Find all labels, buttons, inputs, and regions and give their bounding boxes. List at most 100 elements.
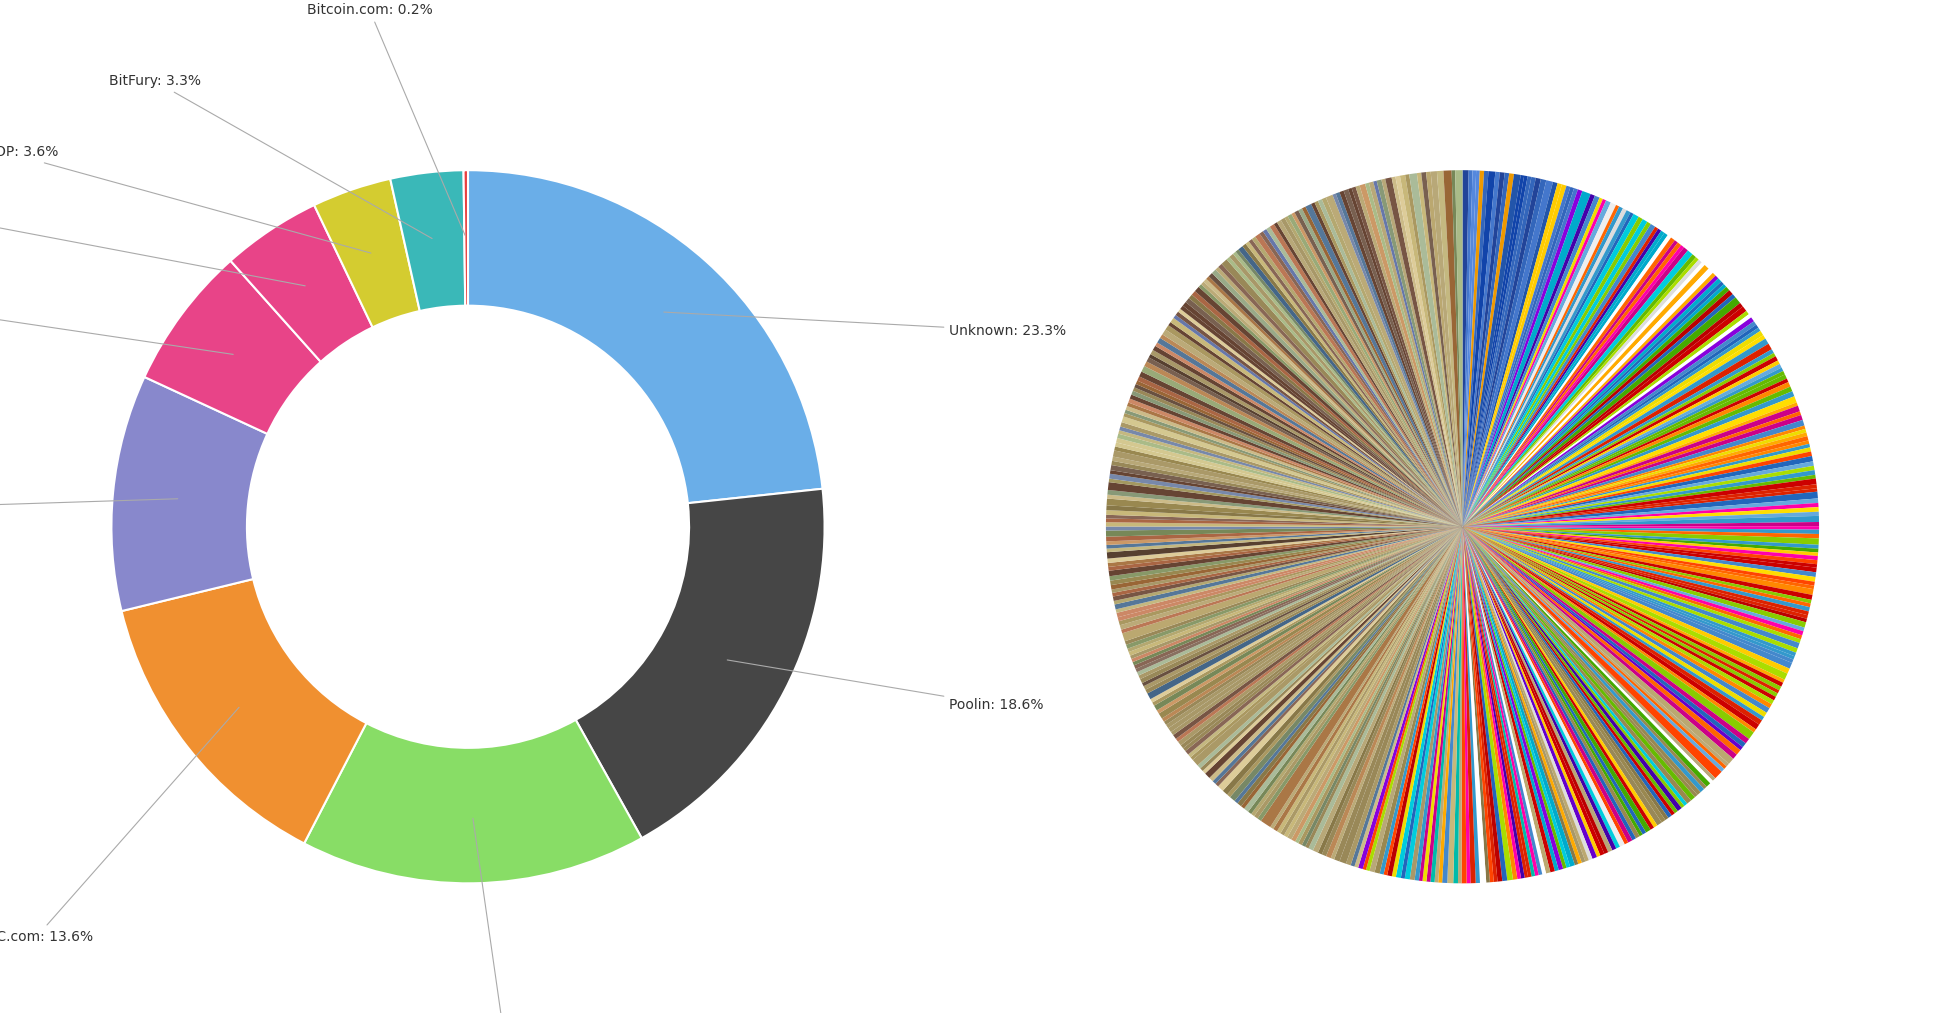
Wedge shape xyxy=(1462,189,1583,527)
Wedge shape xyxy=(1462,420,1804,527)
Wedge shape xyxy=(1369,527,1462,872)
Wedge shape xyxy=(1381,178,1462,527)
Wedge shape xyxy=(1305,527,1462,848)
Wedge shape xyxy=(1462,177,1537,527)
Wedge shape xyxy=(1418,172,1462,527)
Wedge shape xyxy=(1462,527,1632,843)
Wedge shape xyxy=(1462,527,1710,787)
Wedge shape xyxy=(1137,377,1462,527)
Wedge shape xyxy=(1462,527,1620,849)
Wedge shape xyxy=(1308,527,1462,851)
Wedge shape xyxy=(1213,269,1462,527)
Wedge shape xyxy=(1117,434,1462,527)
Wedge shape xyxy=(1115,527,1462,610)
Wedge shape xyxy=(1162,527,1462,721)
Wedge shape xyxy=(1281,527,1462,836)
Wedge shape xyxy=(1369,181,1462,527)
Wedge shape xyxy=(1318,200,1462,527)
Wedge shape xyxy=(1462,185,1570,527)
Wedge shape xyxy=(1106,527,1462,552)
Wedge shape xyxy=(1462,237,1675,527)
Wedge shape xyxy=(1112,461,1462,527)
Wedge shape xyxy=(314,178,419,327)
Wedge shape xyxy=(230,205,372,362)
Wedge shape xyxy=(1462,527,1677,813)
Wedge shape xyxy=(1462,527,1802,643)
Wedge shape xyxy=(1219,527,1462,791)
Wedge shape xyxy=(1462,284,1726,527)
Wedge shape xyxy=(1244,527,1462,811)
Wedge shape xyxy=(1106,523,1462,527)
Wedge shape xyxy=(1462,174,1521,527)
Wedge shape xyxy=(1340,190,1462,527)
Wedge shape xyxy=(1462,196,1599,527)
Wedge shape xyxy=(1112,457,1462,527)
Wedge shape xyxy=(1462,527,1815,577)
Wedge shape xyxy=(1201,282,1462,527)
Wedge shape xyxy=(1462,282,1724,527)
Wedge shape xyxy=(1462,527,1765,720)
Wedge shape xyxy=(1121,422,1462,527)
Wedge shape xyxy=(1133,527,1462,666)
Wedge shape xyxy=(1234,527,1462,803)
Wedge shape xyxy=(1451,170,1462,527)
Wedge shape xyxy=(1135,527,1462,669)
Wedge shape xyxy=(1462,254,1696,527)
Wedge shape xyxy=(1462,291,1734,527)
Wedge shape xyxy=(1462,209,1626,527)
Wedge shape xyxy=(1462,250,1693,527)
Wedge shape xyxy=(1462,527,1566,869)
Wedge shape xyxy=(1462,287,1730,527)
Wedge shape xyxy=(1133,387,1462,527)
Wedge shape xyxy=(1462,527,1745,748)
Wedge shape xyxy=(1295,211,1462,527)
Wedge shape xyxy=(1462,527,1658,828)
Wedge shape xyxy=(1455,170,1462,527)
Wedge shape xyxy=(1351,527,1462,866)
Wedge shape xyxy=(1447,527,1462,883)
Wedge shape xyxy=(1188,527,1462,758)
Wedge shape xyxy=(1240,527,1462,808)
Wedge shape xyxy=(1203,527,1462,774)
Wedge shape xyxy=(1322,527,1462,856)
Wedge shape xyxy=(1462,171,1488,527)
Wedge shape xyxy=(1462,178,1540,527)
Wedge shape xyxy=(1462,527,1665,823)
Wedge shape xyxy=(1305,204,1462,527)
Text: Unknown: 23.3%: Unknown: 23.3% xyxy=(663,312,1067,337)
Wedge shape xyxy=(1141,527,1462,683)
Wedge shape xyxy=(1340,527,1462,864)
Wedge shape xyxy=(1443,170,1462,527)
Wedge shape xyxy=(1201,527,1462,771)
Wedge shape xyxy=(1462,201,1611,527)
Wedge shape xyxy=(468,170,823,503)
Wedge shape xyxy=(1121,527,1462,641)
Wedge shape xyxy=(1462,527,1681,811)
Wedge shape xyxy=(1207,277,1462,527)
Wedge shape xyxy=(1199,285,1462,527)
Wedge shape xyxy=(1230,527,1462,801)
Wedge shape xyxy=(575,488,825,838)
Wedge shape xyxy=(1193,527,1462,766)
Wedge shape xyxy=(1462,405,1800,527)
Wedge shape xyxy=(1121,527,1462,633)
Wedge shape xyxy=(1462,276,1718,527)
Wedge shape xyxy=(1209,274,1462,527)
Wedge shape xyxy=(1462,527,1726,769)
Wedge shape xyxy=(1135,527,1462,673)
Wedge shape xyxy=(1462,527,1494,882)
Wedge shape xyxy=(1351,186,1462,527)
Wedge shape xyxy=(1110,478,1462,527)
Wedge shape xyxy=(1462,303,1743,527)
Wedge shape xyxy=(1115,438,1462,527)
Wedge shape xyxy=(1365,182,1462,527)
Wedge shape xyxy=(1108,490,1462,527)
Wedge shape xyxy=(1281,218,1462,527)
Text: BTC.TOP: 3.6%: BTC.TOP: 3.6% xyxy=(0,145,370,253)
Wedge shape xyxy=(1462,194,1595,527)
Wedge shape xyxy=(1462,259,1702,527)
Wedge shape xyxy=(1462,527,1794,659)
Wedge shape xyxy=(1462,527,1628,844)
Wedge shape xyxy=(1139,527,1462,679)
Wedge shape xyxy=(1462,527,1739,755)
